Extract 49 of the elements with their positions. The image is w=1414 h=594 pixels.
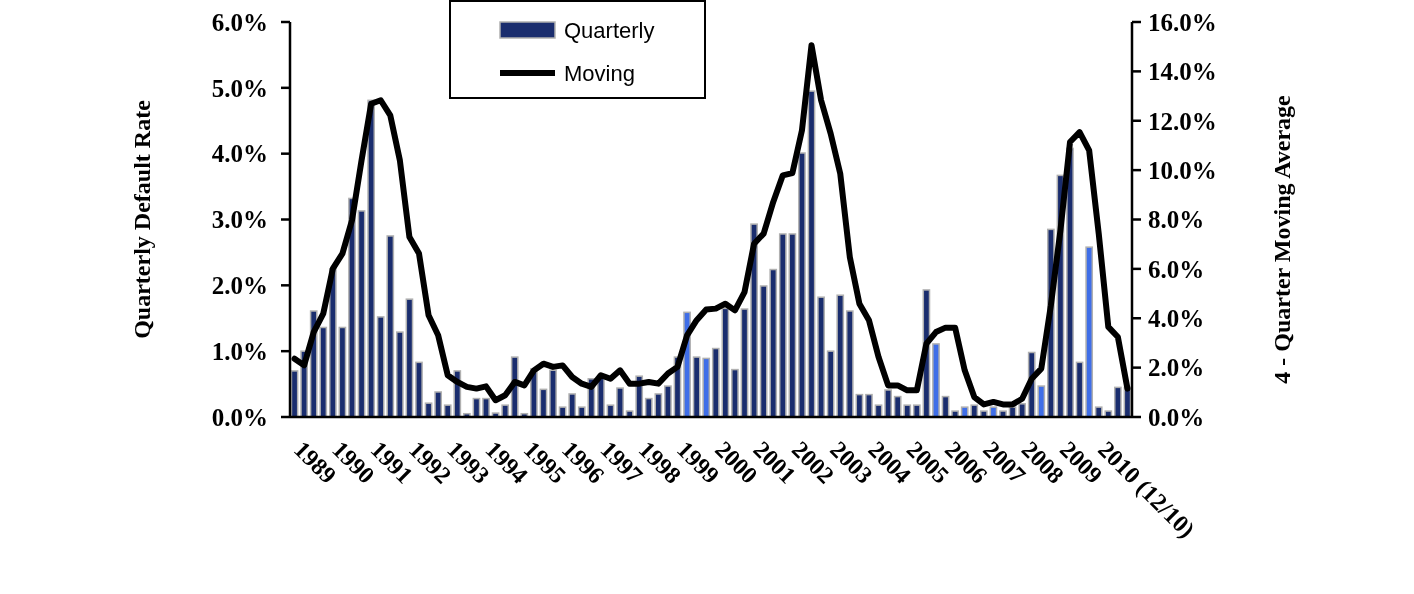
y-tick-label: 4.0%: [211, 140, 268, 168]
y-tick-label: 3.0%: [211, 206, 268, 234]
bar: [549, 369, 557, 418]
bar: [740, 308, 749, 418]
y2-tick-label: 8.0%: [1148, 206, 1205, 234]
y2-tick-label: 2.0%: [1148, 354, 1205, 382]
bar: [1066, 147, 1074, 418]
bar: [817, 296, 825, 418]
bar: [482, 397, 490, 418]
bar: [357, 210, 366, 418]
y-tick-label: 0.0%: [211, 403, 268, 431]
bar: [568, 393, 577, 418]
y2-axis-title: 4 - Quarter Moving Average: [1269, 94, 1295, 384]
bar: [1114, 386, 1122, 418]
bar: [434, 391, 443, 418]
bar: [1085, 246, 1094, 418]
y-tick-label: 6.0%: [211, 8, 268, 36]
y-axis-title: Quarterly Default Rate: [129, 99, 155, 339]
bar: [932, 343, 940, 418]
y-tick-label: 2.0%: [211, 272, 268, 300]
bar: [912, 404, 921, 418]
bar: [845, 310, 854, 418]
bar: [807, 90, 816, 418]
bar: [664, 385, 672, 418]
bar: [396, 331, 404, 418]
bar: [788, 233, 797, 418]
y2-tick-label: 4.0%: [1148, 305, 1205, 332]
bar: [501, 404, 510, 418]
y2-tick-label: 16.0%: [1148, 8, 1217, 36]
bar: [367, 99, 375, 418]
y2-tick-label: 10.0%: [1148, 156, 1217, 184]
legend-label: Moving: [564, 60, 635, 86]
y2-tick-label: 6.0%: [1148, 255, 1205, 283]
legend-label: Quarterly: [564, 17, 655, 43]
y2-tick-label: 0.0%: [1148, 403, 1205, 431]
y-tick-label: 5.0%: [211, 74, 268, 102]
y-tick-label: 1.0%: [211, 337, 268, 365]
bar: [405, 298, 414, 418]
y2-tick-label: 14.0%: [1148, 58, 1217, 86]
bar: [1018, 403, 1026, 418]
bar: [415, 361, 423, 418]
bar: [731, 368, 739, 418]
y2-tick-label: 12.0%: [1148, 107, 1217, 135]
bar: [865, 393, 873, 418]
bar: [778, 233, 787, 418]
bar: [616, 387, 624, 418]
bar: [798, 152, 806, 418]
bar: [884, 389, 892, 418]
bar: [328, 268, 337, 418]
